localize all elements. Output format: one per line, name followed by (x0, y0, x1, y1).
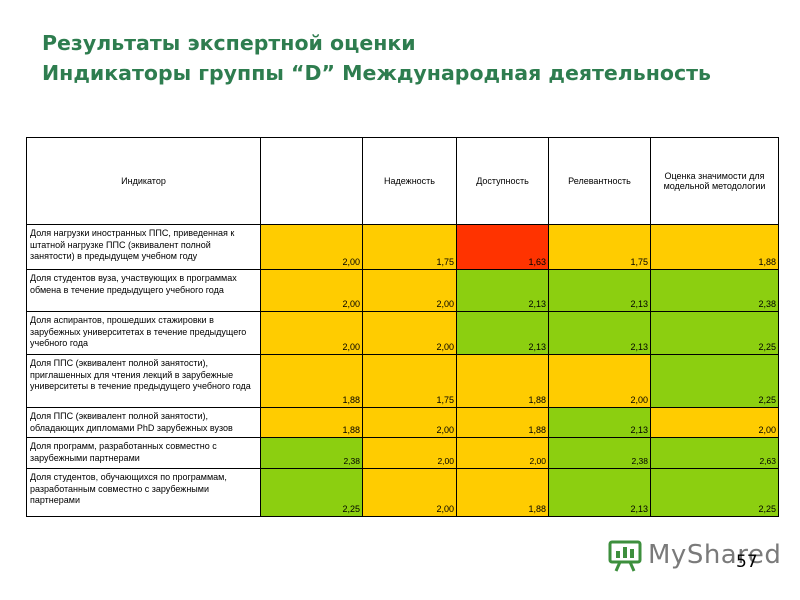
score-cell: 2,25 (650, 354, 779, 408)
score-cell: 2,13 (548, 269, 651, 312)
score-cell: 2,00 (362, 407, 457, 438)
table-row: Доля студентов, обучающихся по программа… (26, 468, 779, 517)
score-cell: 2,00 (362, 311, 457, 355)
score-cell: 2,13 (548, 311, 651, 355)
score-cell: 2,00 (548, 354, 651, 408)
table-row: Доля студентов вуза, участвующих в прогр… (26, 269, 779, 312)
score-cell: 2,00 (260, 311, 363, 355)
indicator-cell: Доля студентов вуза, участвующих в прогр… (26, 269, 261, 312)
score-cell: 2,25 (650, 311, 779, 355)
score-cell: 2,00 (362, 269, 457, 312)
header-reliability: Надежность (362, 137, 457, 225)
score-cell: 2,13 (456, 311, 549, 355)
score-cell: 1,75 (362, 354, 457, 408)
score-cell: 2,00 (650, 407, 779, 438)
score-cell: 2,13 (548, 468, 651, 517)
score-cell: 2,25 (650, 468, 779, 517)
table-row: Доля программ, разработанных совместно с… (26, 437, 779, 469)
score-cell: 1,75 (548, 224, 651, 270)
score-cell: 1,88 (456, 354, 549, 408)
score-cell: 1,88 (650, 224, 779, 270)
indicator-cell: Доля программ, разработанных совместно с… (26, 437, 261, 469)
myshared-logo: MyShared (608, 536, 781, 576)
indicator-cell: Доля аспирантов, прошедших стажировки в … (26, 311, 261, 355)
indicator-cell: Доля ППС (эквивалент полной занятости), … (26, 407, 261, 438)
score-cell: 2,13 (456, 269, 549, 312)
score-cell: 2,13 (548, 407, 651, 438)
page-number: 57 (736, 552, 758, 572)
title-line-2: Индикаторы группы “D” Международная деят… (42, 61, 712, 85)
score-cell: 2,63 (650, 437, 779, 469)
score-cell: 1,88 (260, 407, 363, 438)
table-row: Доля нагрузки иностранных ППС, приведенн… (26, 224, 779, 270)
table-row: Доля ППС (эквивалент полной занятости), … (26, 354, 779, 408)
header-blank (260, 137, 363, 225)
indicator-cell: Доля студентов, обучающихся по программа… (26, 468, 261, 517)
table-header-row: Индикатор Надежность Доступность Релеван… (26, 137, 779, 225)
indicator-cell: Доля нагрузки иностранных ППС, приведенн… (26, 224, 261, 270)
table-row: Доля ППС (эквивалент полной занятости), … (26, 407, 779, 438)
score-cell: 2,00 (260, 224, 363, 270)
score-cell: 2,38 (548, 437, 651, 469)
logo-text: MyShared (648, 540, 782, 570)
score-cell: 2,38 (260, 437, 363, 469)
header-indicator: Индикатор (26, 137, 261, 225)
score-cell: 1,63 (456, 224, 549, 270)
score-cell: 1,75 (362, 224, 457, 270)
score-cell: 1,88 (456, 468, 549, 517)
slide-title: Результаты экспертной оценки Индикаторы … (42, 28, 782, 88)
evaluation-table: Индикатор Надежность Доступность Релеван… (26, 137, 779, 517)
score-cell: 2,25 (260, 468, 363, 517)
header-significance: Оценка значимости для модельной методоло… (650, 137, 779, 225)
table-row: Доля аспирантов, прошедших стажировки в … (26, 311, 779, 355)
score-cell: 1,88 (260, 354, 363, 408)
presentation-board-icon (608, 540, 642, 572)
header-relevance: Релевантность (548, 137, 651, 225)
score-cell: 2,00 (260, 269, 363, 312)
score-cell: 1,88 (456, 407, 549, 438)
score-cell: 2,00 (362, 437, 457, 469)
score-cell: 2,00 (362, 468, 457, 517)
indicator-cell: Доля ППС (эквивалент полной занятости), … (26, 354, 261, 408)
score-cell: 2,38 (650, 269, 779, 312)
score-cell: 2,00 (456, 437, 549, 469)
title-line-1: Результаты экспертной оценки (42, 31, 416, 55)
header-availability: Доступность (456, 137, 549, 225)
